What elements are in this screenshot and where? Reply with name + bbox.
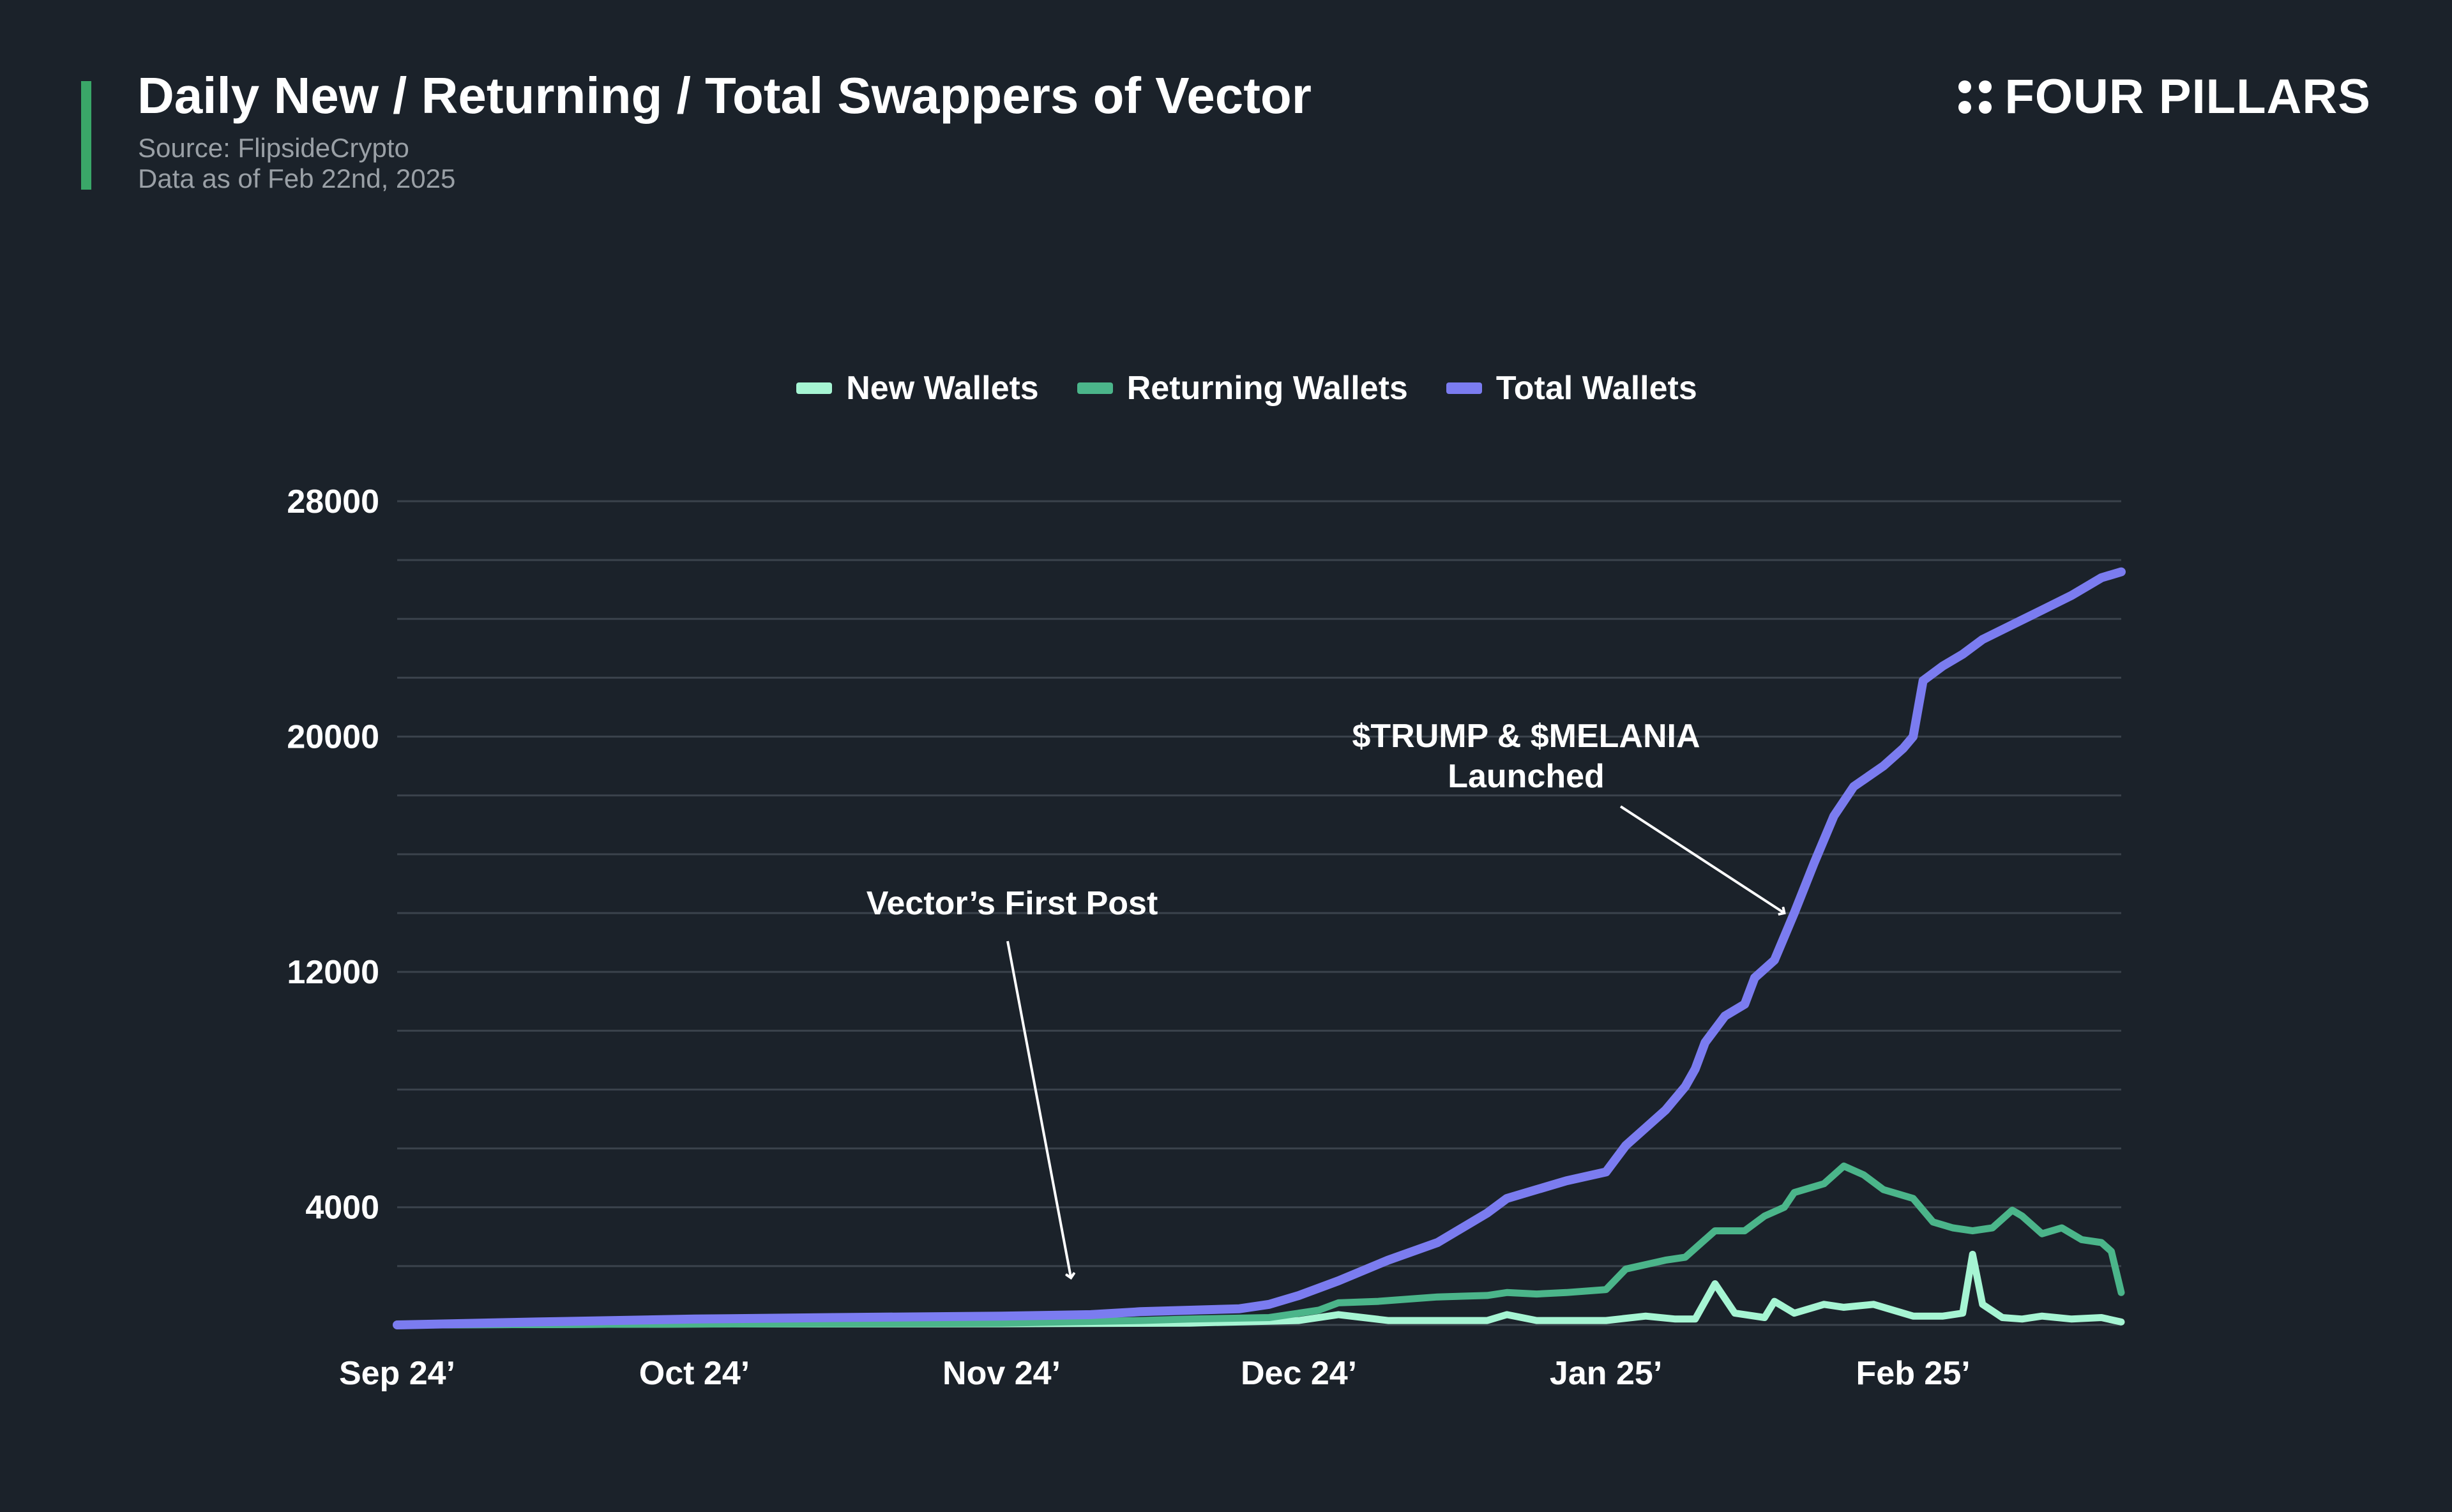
source-note: Source: FlipsideCrypto xyxy=(138,133,409,163)
legend-label-returning-wallets: Returning Wallets xyxy=(1126,370,1408,407)
x-tick-label: Dec 24’ xyxy=(1241,1355,1357,1392)
data-date-note: Data as of Feb 22nd, 2025 xyxy=(138,163,456,193)
legend-swatch-total-wallets xyxy=(1446,382,1482,394)
chart-title: Daily New / Returning / Total Swappers o… xyxy=(137,67,1312,124)
legend-item-returning-wallets: Returning Wallets xyxy=(1077,369,1408,407)
x-tick-label: Sep 24’ xyxy=(339,1355,455,1392)
legend-item-new-wallets: New Wallets xyxy=(796,369,1039,407)
legend-swatch-new-wallets xyxy=(796,382,833,394)
legend-swatch-returning-wallets xyxy=(1077,382,1113,394)
series-line-returning-wallets xyxy=(393,1162,2125,1329)
series-lines xyxy=(393,567,2126,1329)
legend-item-total-wallets: Total Wallets xyxy=(1446,369,1697,407)
series-line-total-wallets xyxy=(393,567,2126,1329)
annotation-trump-melania-line-2: Launched xyxy=(1448,758,1605,795)
y-tick-label: 12000 xyxy=(287,954,379,991)
legend-label-new-wallets: New Wallets xyxy=(846,370,1039,407)
x-axis-tick-labels: Sep 24’ Oct 24’ Nov 24’ Dec 24’ Jan 25’ Feb 2… xyxy=(339,1355,1971,1392)
x-tick-label: Oct 24’ xyxy=(639,1355,750,1392)
annotation-arrow-trump-melania xyxy=(1619,805,1784,913)
y-tick-label: 28000 xyxy=(287,483,379,520)
series-line-new-wallets xyxy=(393,1250,2125,1329)
annotation-trump-melania-line-1: $TRUMP & $MELANIA xyxy=(1352,718,1700,755)
y-tick-label: 4000 xyxy=(305,1190,379,1227)
four-dots-icon xyxy=(1958,80,1992,114)
title-accent-bar xyxy=(81,81,91,190)
annotation-vector-first-post: Vector’s First Post xyxy=(867,885,1158,922)
brand-name: FOUR PILLARS xyxy=(2004,70,2371,124)
x-tick-label: Feb 25’ xyxy=(1856,1355,1971,1392)
chart-legend: New Wallets Returning Wallets Total Wall… xyxy=(0,369,2452,407)
x-tick-label: Nov 24’ xyxy=(942,1355,1061,1392)
brand-logo: FOUR PILLARS xyxy=(1958,69,2371,125)
grid-lines xyxy=(397,500,2121,1326)
y-tick-label: 20000 xyxy=(287,719,379,756)
x-tick-label: Jan 25’ xyxy=(1550,1355,1662,1392)
legend-label-total-wallets: Total Wallets xyxy=(1495,370,1697,407)
annotations: Vector’s First Post $TRUMP & $MELANIALaun… xyxy=(867,718,1785,1278)
y-axis-tick-labels: 4000 12000 20000 28000 xyxy=(287,483,379,1227)
annotation-arrow-vector-first-post xyxy=(1006,941,1071,1278)
